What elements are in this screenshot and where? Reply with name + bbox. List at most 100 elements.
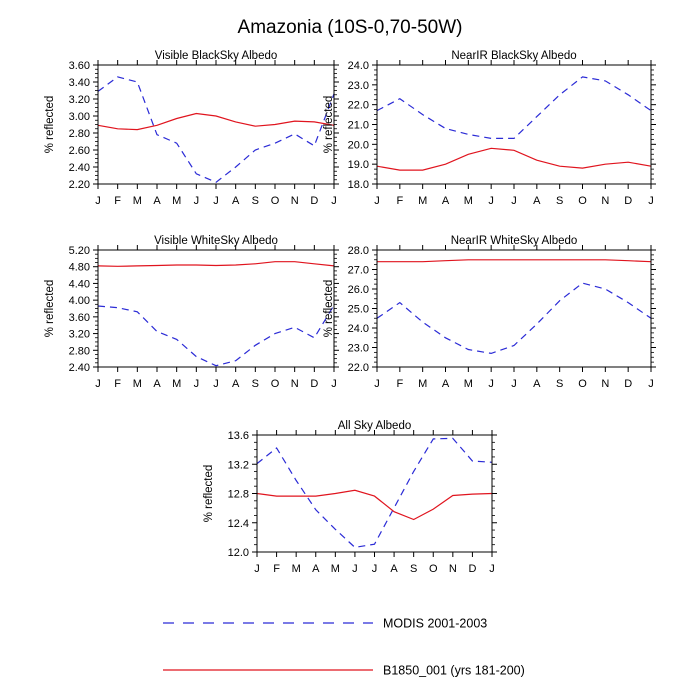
x-tick-label: J [648,195,654,207]
x-tick-label: A [533,195,541,207]
x-tick-label: J [372,563,378,575]
y-tick-label: 2.60 [69,145,90,157]
y-tick-label: 24.0 [348,60,369,72]
panel-title: All Sky Albedo [338,420,412,432]
y-tick-label: 4.00 [69,295,90,307]
x-tick-label: N [601,378,609,390]
x-tick-label: J [511,378,517,390]
y-tick-label: 2.40 [69,362,90,374]
x-tick-label: M [133,378,142,390]
y-tick-label: 2.40 [69,162,90,174]
x-tick-label: O [578,195,587,207]
x-tick-label: D [468,563,476,575]
x-tick-label: A [232,195,240,207]
chart-panel: All Sky Albedo % reflected 12.0 12.4 12.8 13.… [203,420,497,575]
plot-frame [376,64,652,185]
y-tick-label: 13.6 [228,430,249,442]
y-tick-label: 3.20 [69,94,90,106]
y-tick-label: 22.0 [348,100,369,112]
y-axis-label: % reflected [44,280,56,338]
chart-panel: Visible BlackSky Albedo % reflected 2.20 2.… [44,50,339,207]
x-tick-label: M [464,378,473,390]
y-tick-label: 5.20 [69,245,90,257]
x-tick-label: J [194,195,200,207]
x-tick-label: J [648,378,654,390]
series-line-model [376,147,652,171]
series-line-modis [376,76,652,139]
x-tick-label: D [310,378,318,390]
x-tick-label: M [418,378,427,390]
y-tick-label: 27.0 [348,265,369,277]
y-axis-label: % reflected [44,96,56,154]
series-line-model [256,489,493,521]
x-tick-label: F [114,378,121,390]
x-tick-label: O [578,378,587,390]
plot-frame [376,249,652,368]
y-tick-label: 13.2 [228,459,249,471]
legend-modis-label: MODIS 2001-2003 [383,617,487,631]
x-tick-label: F [273,563,280,575]
plot-frame [256,434,493,553]
y-tick-label: 28.0 [348,245,369,257]
x-tick-label: M [418,195,427,207]
y-axis-label: % reflected [203,465,215,523]
series-line-modis [376,282,652,355]
x-tick-label: J [488,378,494,390]
x-tick-label: O [271,378,280,390]
series-line-model [97,112,335,131]
y-tick-label: 3.60 [69,60,90,72]
x-tick-label: J [489,563,495,575]
y-tick-label: 26.0 [348,284,369,296]
x-tick-label: J [254,563,260,575]
plot-frame [97,249,335,368]
x-tick-label: J [374,378,380,390]
x-tick-label: S [252,378,259,390]
x-tick-label: N [291,195,299,207]
y-tick-label: 12.4 [228,518,249,530]
legend-model-label: B1850_001 (yrs 181-200) [383,664,525,678]
panel-title: Visible BlackSky Albedo [155,50,278,62]
y-tick-label: 3.40 [69,77,90,89]
x-tick-label: A [232,378,240,390]
y-tick-label: 20.0 [348,139,369,151]
series-line-modis [97,304,335,367]
x-tick-label: A [312,563,320,575]
x-tick-label: F [114,195,121,207]
x-tick-label: F [396,195,403,207]
y-tick-label: 2.80 [69,128,90,140]
x-tick-label: M [331,563,340,575]
x-tick-label: F [396,378,403,390]
x-tick-label: J [194,378,200,390]
x-tick-label: J [213,195,219,207]
series-line-modis [97,76,335,183]
y-tick-label: 21.0 [348,120,369,132]
figure-title: Amazonia (10S-0,70-50W) [238,17,463,38]
x-tick-label: J [95,378,101,390]
x-tick-label: S [556,195,563,207]
legend: MODIS 2001-2003 B1850_001 (yrs 181-200) [163,617,525,678]
y-tick-label: 4.40 [69,278,90,290]
y-tick-label: 24.0 [348,323,369,335]
series-line-model [377,259,652,263]
x-tick-label: S [410,563,417,575]
chart-panel: NearIR BlackSky Albedo % reflected 18.0 19.… [323,50,656,207]
y-tick-label: 12.0 [228,547,249,559]
x-tick-label: J [331,195,337,207]
x-tick-label: J [95,195,101,207]
y-tick-label: 2.20 [69,179,90,191]
x-tick-label: N [449,563,457,575]
x-tick-label: N [601,195,609,207]
series-line-model [97,261,335,267]
x-tick-label: J [488,195,494,207]
y-tick-label: 22.0 [348,362,369,374]
panel-title: NearIR BlackSky Albedo [451,50,576,62]
x-tick-label: O [271,195,280,207]
y-tick-label: 4.80 [69,262,90,274]
x-tick-label: S [252,195,259,207]
y-tick-label: 18.0 [348,179,369,191]
x-tick-label: S [556,378,563,390]
y-tick-label: 23.0 [348,80,369,92]
x-tick-label: D [624,195,632,207]
x-tick-label: J [331,378,337,390]
